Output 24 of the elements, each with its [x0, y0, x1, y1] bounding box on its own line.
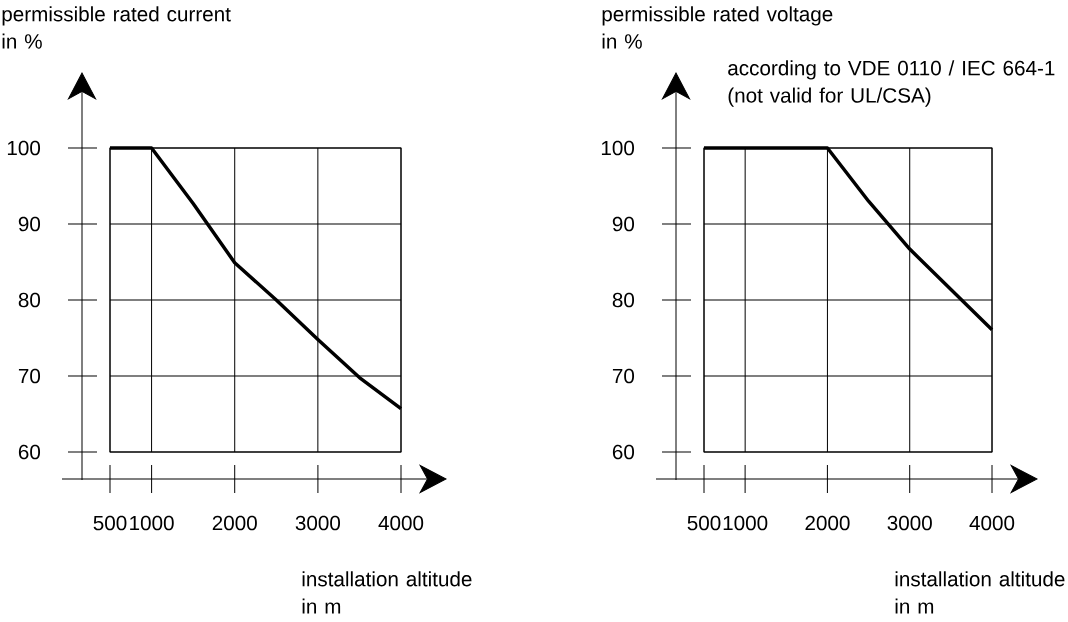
- x-axis-title: installation altitude in m: [895, 571, 1065, 614]
- y-tick-label: 70: [612, 368, 635, 384]
- x-tick-label: 3000: [295, 515, 341, 531]
- x-axis-title: installation altitude in m: [302, 571, 472, 614]
- y-tick-label: 80: [18, 292, 41, 308]
- x-tick-label: 2000: [212, 515, 257, 531]
- y-tick-label: 80: [612, 292, 635, 308]
- y-tick-label: 60: [18, 444, 41, 460]
- x-tick-label: 2000: [805, 515, 850, 531]
- x-tick-label: 4000: [969, 515, 1015, 531]
- y-tick-label: 60: [612, 444, 635, 460]
- y-tick-label: 100: [7, 140, 41, 156]
- y-axis-title: permissible rated current in %: [2, 6, 231, 49]
- x-tick-label: 4000: [378, 515, 424, 531]
- y-tick-label: 70: [18, 368, 41, 384]
- y-tick-label: 100: [601, 140, 635, 156]
- y-tick-label: 90: [18, 216, 41, 232]
- x-tick-label: 500: [687, 515, 721, 531]
- text: according to VDE 0110 / IEC 664-1 (not valid for UL/CSA): [728, 60, 1055, 107]
- x-tick-label: 1000: [723, 515, 768, 531]
- x-tick-label: 3000: [887, 515, 932, 531]
- x-tick-label: 1000: [130, 515, 174, 531]
- y-tick-label: 90: [612, 216, 635, 232]
- x-tick-label: 500: [93, 515, 127, 531]
